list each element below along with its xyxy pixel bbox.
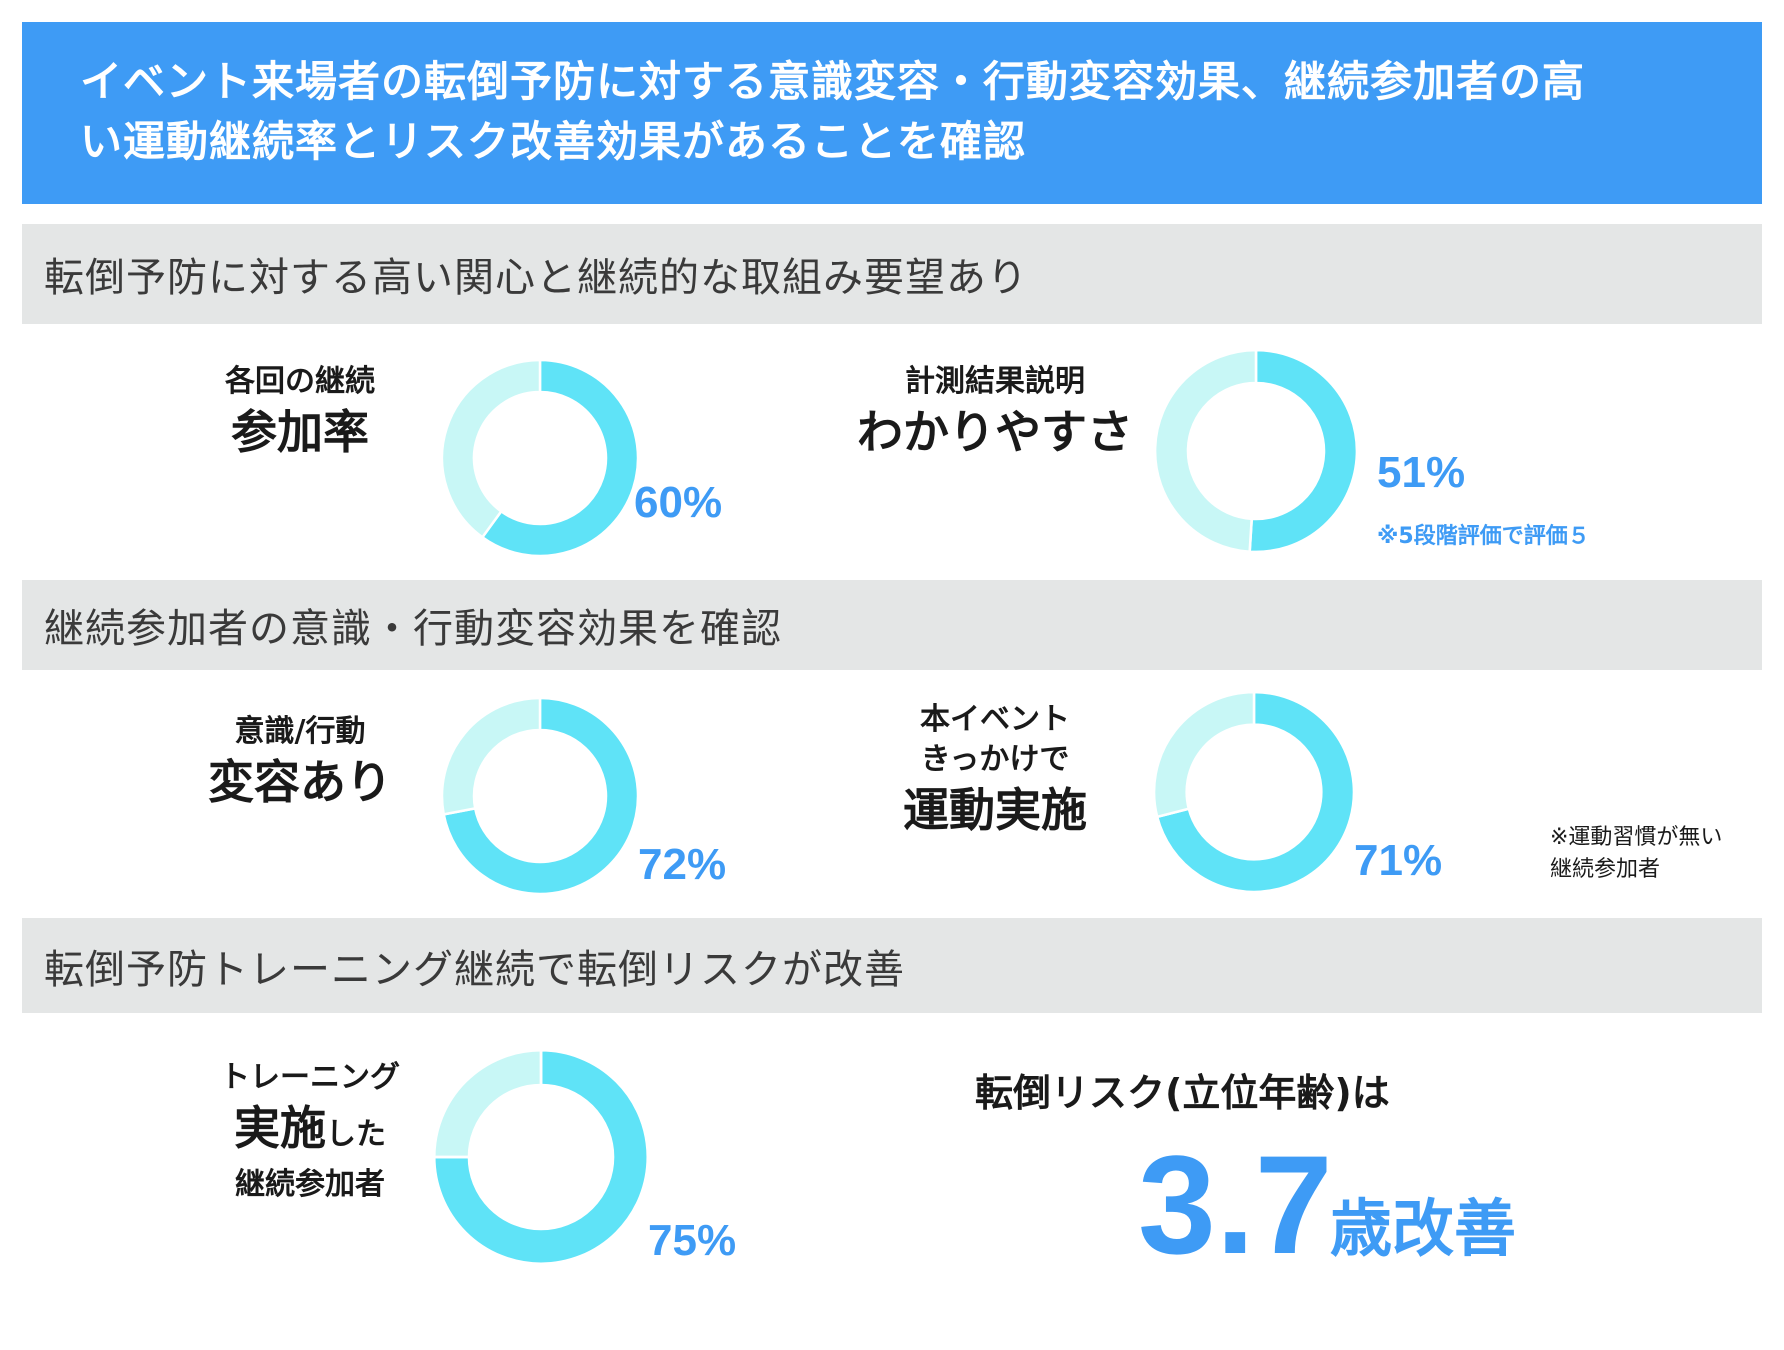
donut-slice-remainder (440, 358, 542, 540)
donut-slice-remainder (440, 696, 542, 816)
donut-slice-value (442, 696, 640, 896)
donut-slice-value (432, 1048, 650, 1266)
exercise-label: 本イベント きっかけで 運動実施 (865, 700, 1125, 840)
training-label-suffix: した (326, 1117, 386, 1152)
participation-label-small: 各回の継続 (225, 364, 375, 399)
section-bar-interest: 転倒予防に対する高い関心と継続的な取組み要望あり (22, 224, 1762, 324)
awareness-label-large: 変容あり (208, 755, 392, 809)
exercise-donut (1152, 690, 1356, 894)
awareness-label: 意識/行動 変容あり (190, 712, 410, 812)
donut-slice-remainder (432, 1048, 543, 1159)
exercise-note: ※運動習慣が無い継続参加者 (1550, 825, 1723, 882)
header-line-1: イベント来場者の転倒予防に対する意識変容・行動変容効果、継続参加者の高 (80, 57, 1586, 106)
exercise-label-small-2: きっかけで (920, 742, 1070, 777)
training-percent: 75% (648, 1216, 737, 1265)
clarity-note: ※5段階評価で評価５ (1377, 524, 1590, 549)
participation-label-large: 参加率 (231, 405, 369, 459)
clarity-label-large: わかりやすさ (857, 405, 1133, 459)
exercise-percent: 71% (1354, 836, 1443, 885)
clarity-donut (1153, 348, 1359, 554)
section-bar-behavior: 継続参加者の意識・行動変容効果を確認 (22, 580, 1762, 670)
section-bar-risk: 転倒予防トレーニング継続で転倒リスクが改善 (22, 918, 1762, 1013)
awareness-label-small: 意識/行動 (234, 714, 366, 749)
awareness-percent: 72% (638, 840, 727, 889)
donut-slice-value (480, 358, 640, 558)
header-line-2: い運動継続率とリスク改善効果があることを確認 (80, 117, 1027, 166)
donut-slice-remainder (1152, 690, 1256, 819)
awareness-donut (440, 696, 640, 896)
donut-slice-value (1248, 348, 1359, 554)
training-label-small: トレーニング (220, 1060, 400, 1095)
donut-slice-value (1155, 690, 1356, 894)
training-label: トレーニング 実施した 継続参加者 (190, 1058, 430, 1205)
risk-unit: 歳改善 (1330, 1192, 1517, 1265)
participation-label: 各回の継続 参加率 (190, 362, 410, 462)
participation-percent: 60% (634, 478, 723, 527)
training-label-small-2: 継続参加者 (235, 1167, 385, 1202)
risk-title: 転倒リスク(立位年齢)は (975, 1071, 1390, 1115)
training-label-large: 実施 (234, 1101, 326, 1155)
clarity-label: 計測結果説明 わかりやすさ (835, 362, 1155, 462)
training-donut (432, 1048, 650, 1266)
participation-donut (440, 358, 640, 558)
clarity-percent: 51% (1377, 448, 1466, 497)
risk-value: 3.7 (1138, 1126, 1333, 1283)
page-header: イベント来場者の転倒予防に対する意識変容・行動変容効果、継続参加者の高 い運動継… (22, 22, 1762, 204)
exercise-label-small: 本イベント (920, 702, 1070, 737)
clarity-label-small: 計測結果説明 (905, 364, 1085, 399)
exercise-label-large: 運動実施 (903, 783, 1087, 837)
donut-slice-remainder (1153, 348, 1258, 554)
